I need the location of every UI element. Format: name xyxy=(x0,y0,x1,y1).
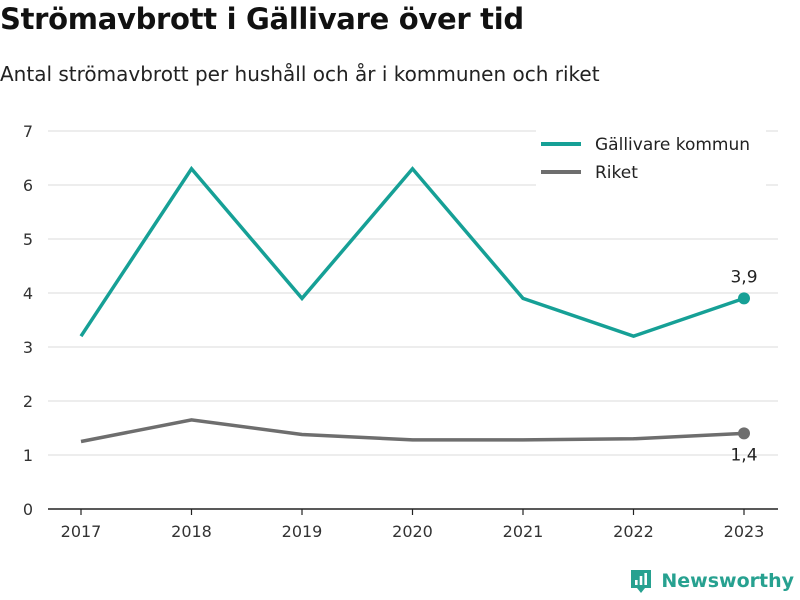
y-axis: 0 1 2 3 4 5 6 7 xyxy=(23,122,33,519)
x-tick-label: 2018 xyxy=(171,522,212,541)
y-tick-label: 4 xyxy=(23,284,33,303)
chart-subtitle: Antal strömavbrott per hushåll och år i … xyxy=(0,62,600,86)
x-tick-label: 2022 xyxy=(613,522,654,541)
legend: Gällivare kommun Riket xyxy=(536,128,766,186)
y-tick-label: 5 xyxy=(23,230,33,249)
newsworthy-icon xyxy=(631,570,652,593)
y-tick-label: 7 xyxy=(23,122,33,141)
legend-background xyxy=(536,128,766,186)
x-tick-label: 2020 xyxy=(392,522,433,541)
series-line-1 xyxy=(79,165,745,339)
x-tick-label: 2021 xyxy=(503,522,544,541)
x-tick-label: 2017 xyxy=(61,522,102,541)
series-end-point-2 xyxy=(738,427,750,440)
y-tick-label: 1 xyxy=(23,446,33,465)
y-tick-label: 3 xyxy=(23,338,33,357)
newsworthy-logo: Newsworthy xyxy=(629,568,794,594)
grid-lines xyxy=(48,130,778,510)
end-value-label-2: 1,4 xyxy=(730,445,757,465)
legend-label-1: Gällivare kommun xyxy=(595,135,750,155)
end-value-label-1: 3,9 xyxy=(730,267,757,287)
series-end-point-1 xyxy=(738,292,750,305)
legend-label-2: Riket xyxy=(595,163,638,183)
x-tick-label: 2019 xyxy=(282,522,323,541)
brand-name: Newsworthy xyxy=(661,570,794,592)
y-tick-label: 2 xyxy=(23,392,33,411)
y-tick-label: 0 xyxy=(23,500,33,519)
x-tick-label: 2023 xyxy=(724,522,765,541)
series-line-2 xyxy=(80,418,745,444)
chart-title: Strömavbrott i Gällivare över tid xyxy=(0,2,524,36)
y-tick-label: 6 xyxy=(23,176,33,195)
series-lines: 3,9 1,4 xyxy=(79,165,758,465)
x-axis: 2017 2018 2019 2020 2021 2022 2023 xyxy=(61,509,765,541)
